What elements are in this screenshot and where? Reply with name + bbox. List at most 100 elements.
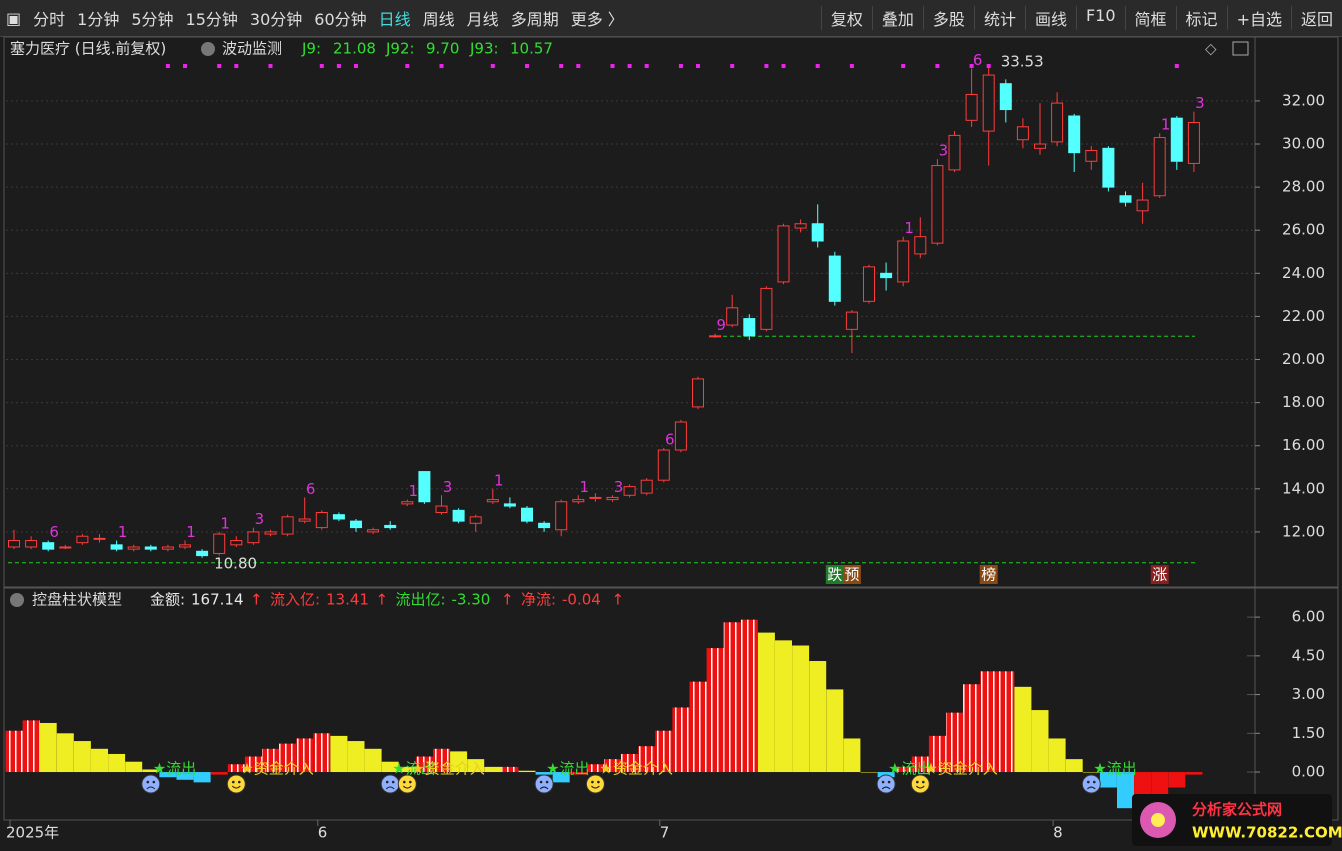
badge: 涨 bbox=[1152, 566, 1167, 584]
toolbar-button[interactable]: 1分钟 bbox=[77, 10, 120, 29]
candle-body bbox=[743, 318, 756, 337]
candle-body bbox=[196, 550, 209, 557]
bar bbox=[484, 766, 502, 773]
candle-body bbox=[8, 540, 20, 548]
candle-body bbox=[503, 503, 516, 507]
badge: 预 bbox=[844, 566, 859, 584]
toolbar-button[interactable]: 多股 bbox=[922, 6, 974, 30]
bar bbox=[381, 761, 399, 773]
bar bbox=[552, 772, 570, 783]
wave-label: 6 bbox=[49, 523, 59, 541]
signal-dot bbox=[986, 64, 991, 68]
toolbar-button[interactable]: 周线 bbox=[422, 10, 455, 29]
bar bbox=[860, 772, 878, 773]
bar bbox=[501, 766, 519, 773]
badge-bg bbox=[842, 565, 861, 584]
face bbox=[910, 774, 930, 794]
toolbar-button[interactable]: 60分钟 bbox=[314, 10, 367, 29]
bar bbox=[176, 772, 194, 780]
toolbar-button[interactable]: 多周期 bbox=[510, 10, 559, 29]
toolbar-button[interactable]: F10 bbox=[1075, 6, 1125, 30]
candle-body bbox=[1119, 195, 1132, 203]
face-icon bbox=[910, 774, 930, 794]
stat-arrow: ↑ bbox=[612, 591, 625, 609]
toolbar-button[interactable]: 返回 bbox=[1290, 6, 1342, 30]
bar bbox=[1048, 738, 1066, 773]
candle-body bbox=[25, 540, 38, 548]
mouth bbox=[1086, 786, 1096, 790]
wave-label: 3 bbox=[939, 142, 949, 160]
mouth bbox=[385, 786, 395, 790]
bar bbox=[1099, 772, 1117, 788]
mouth bbox=[881, 786, 891, 790]
candle-body bbox=[931, 165, 944, 244]
y-tick-label: 18.00 bbox=[1282, 393, 1325, 411]
bar bbox=[672, 707, 690, 773]
candle-body bbox=[623, 486, 636, 496]
candle-body bbox=[1187, 121, 1200, 164]
y-tick-label: 28.00 bbox=[1282, 178, 1325, 196]
wave-label: 3 bbox=[443, 478, 453, 496]
wave-label: 3 bbox=[255, 510, 265, 528]
eye bbox=[597, 780, 600, 784]
y-tick-label: 0.00 bbox=[1292, 763, 1325, 781]
indicator-value: 21.08 bbox=[333, 40, 376, 58]
candle-body bbox=[486, 499, 499, 503]
watermark-logo bbox=[1151, 813, 1165, 827]
toolbar-button[interactable]: 分时 bbox=[33, 10, 66, 29]
outflow-signal: ★流出 bbox=[546, 760, 589, 778]
layout-icon[interactable]: ▣ bbox=[6, 8, 22, 28]
bar bbox=[757, 632, 775, 773]
candle-body bbox=[161, 546, 174, 550]
wave-label: 1 bbox=[186, 523, 196, 541]
toolbar-button[interactable]: 统计 bbox=[973, 6, 1025, 30]
bar bbox=[1185, 772, 1203, 775]
candle-body bbox=[1170, 117, 1183, 162]
toolbar-button[interactable]: 30分钟 bbox=[249, 10, 303, 29]
wave-label: 6 bbox=[973, 51, 983, 69]
candle-body bbox=[1102, 147, 1115, 188]
bar bbox=[330, 735, 348, 773]
inflow-signal: ★资金介入 bbox=[240, 760, 313, 778]
bar bbox=[963, 684, 981, 773]
toolbar-button[interactable]: 画线 bbox=[1024, 6, 1076, 30]
toolbar-button[interactable]: 简框 bbox=[1124, 6, 1176, 30]
candle-body bbox=[213, 533, 226, 554]
stat-name: 流入亿: bbox=[270, 591, 320, 609]
signal-dot bbox=[969, 64, 974, 68]
candle-body bbox=[692, 378, 704, 408]
toolbar-button[interactable]: 日线 bbox=[378, 10, 411, 29]
toolbar-button[interactable]: +自选 bbox=[1226, 6, 1291, 30]
signal-dot bbox=[849, 64, 854, 68]
bar bbox=[433, 748, 450, 773]
toolbar-button[interactable]: 5分钟 bbox=[131, 10, 174, 29]
candle-body bbox=[880, 272, 893, 279]
face bbox=[585, 774, 605, 794]
bar bbox=[997, 671, 1015, 773]
indicator-name: J9: bbox=[301, 40, 321, 58]
stat-value: -0.04 bbox=[562, 591, 601, 609]
candle-body bbox=[606, 496, 619, 501]
toolbar-button[interactable]: 月线 bbox=[466, 10, 499, 29]
candle-body bbox=[435, 505, 448, 514]
toolbar-button[interactable]: 叠加 bbox=[871, 6, 923, 30]
candle-body bbox=[93, 537, 106, 540]
signal-dot bbox=[730, 64, 735, 68]
indicator-toggle bbox=[10, 593, 24, 607]
outflow-signal: ★流出 bbox=[1093, 760, 1136, 778]
face-icon bbox=[1081, 774, 1101, 794]
toolbar-button[interactable]: 复权 bbox=[820, 6, 872, 30]
bar bbox=[518, 770, 536, 773]
wave-label: 1 bbox=[580, 478, 590, 496]
toolbar-button[interactable]: 15分钟 bbox=[185, 10, 238, 29]
signal-dot bbox=[336, 64, 341, 68]
mouth bbox=[915, 785, 925, 789]
signal-dot bbox=[935, 64, 940, 68]
toolbar-button[interactable]: 更多 〉 bbox=[570, 10, 624, 29]
bar bbox=[1014, 686, 1032, 773]
stat-arrow: ↑ bbox=[250, 591, 263, 609]
signal-dot bbox=[627, 64, 632, 68]
bar bbox=[22, 720, 40, 773]
wave-label: 9 bbox=[716, 316, 726, 334]
toolbar-button[interactable]: 标记 bbox=[1175, 6, 1227, 30]
